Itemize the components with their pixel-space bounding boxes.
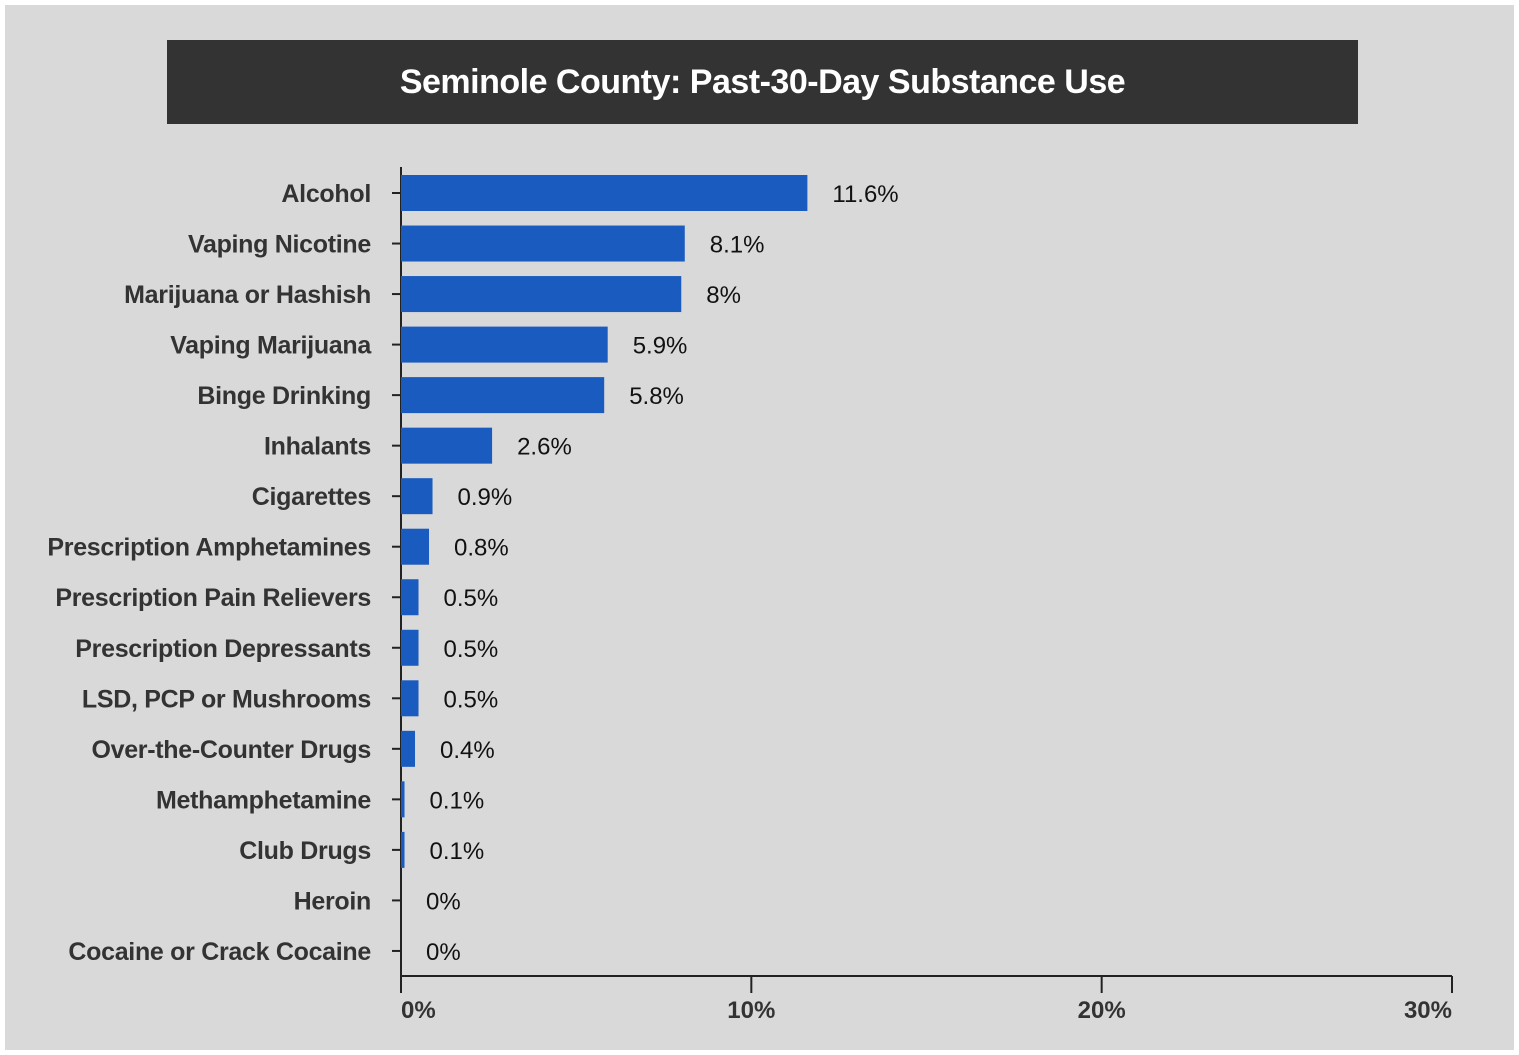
data-label: 0.4% [440, 737, 495, 764]
data-label: 0% [426, 888, 461, 915]
bar [401, 629, 419, 666]
bar [401, 781, 405, 818]
data-label: 0.5% [444, 686, 499, 713]
bar [401, 528, 430, 565]
bar [401, 276, 682, 313]
bar [401, 730, 416, 767]
data-label: 2.6% [517, 434, 572, 461]
category-label: Prescription Pain Relievers [55, 584, 371, 612]
data-label: 8.1% [710, 232, 765, 259]
category-label: Alcohol [281, 180, 371, 208]
chart-title: Seminole County: Past-30-Day Substance U… [399, 62, 1126, 101]
category-label: Cigarettes [252, 483, 371, 511]
category-label: Club Drugs [239, 837, 371, 865]
x-tick-label: 30% [1404, 997, 1452, 1024]
category-label: Methamphetamine [156, 786, 371, 814]
bar [401, 579, 419, 616]
x-tick-label: 10% [727, 997, 775, 1024]
bar [401, 478, 433, 515]
data-label: 0.5% [444, 636, 499, 663]
bar [401, 225, 685, 262]
data-label: 11.6% [832, 181, 898, 208]
bar [401, 831, 405, 868]
bar [401, 326, 608, 363]
bar [401, 377, 605, 414]
data-label: 0.9% [458, 484, 513, 511]
data-label: 0.1% [430, 838, 485, 865]
data-label: 0% [426, 939, 461, 966]
data-label: 0.1% [430, 787, 485, 814]
data-label: 0.5% [444, 585, 499, 612]
bar [401, 175, 808, 211]
category-label: Marijuana or Hashish [124, 281, 371, 309]
category-label: Cocaine or Crack Cocaine [68, 938, 371, 966]
data-label: 5.8% [629, 383, 684, 410]
category-label: Vaping Nicotine [188, 231, 371, 259]
x-tick-label: 0% [401, 997, 436, 1024]
category-label: Vaping Marijuana [170, 332, 372, 360]
category-label: Over-the-Counter Drugs [91, 736, 371, 764]
data-label: 8% [706, 282, 741, 309]
bar [401, 427, 493, 464]
data-label: 5.9% [633, 333, 688, 360]
category-label: Prescription Amphetamines [47, 534, 371, 562]
category-label: Binge Drinking [197, 382, 371, 410]
category-label: LSD, PCP or Mushrooms [82, 685, 371, 713]
category-label: Heroin [294, 887, 371, 915]
category-label: Prescription Depressants [75, 635, 371, 663]
category-label: Inhalants [264, 433, 371, 461]
chart-title-bar: Seminole County: Past-30-Day Substance U… [167, 40, 1358, 124]
bar [401, 680, 419, 717]
x-tick-label: 20% [1078, 997, 1126, 1024]
data-label: 0.8% [454, 535, 509, 562]
